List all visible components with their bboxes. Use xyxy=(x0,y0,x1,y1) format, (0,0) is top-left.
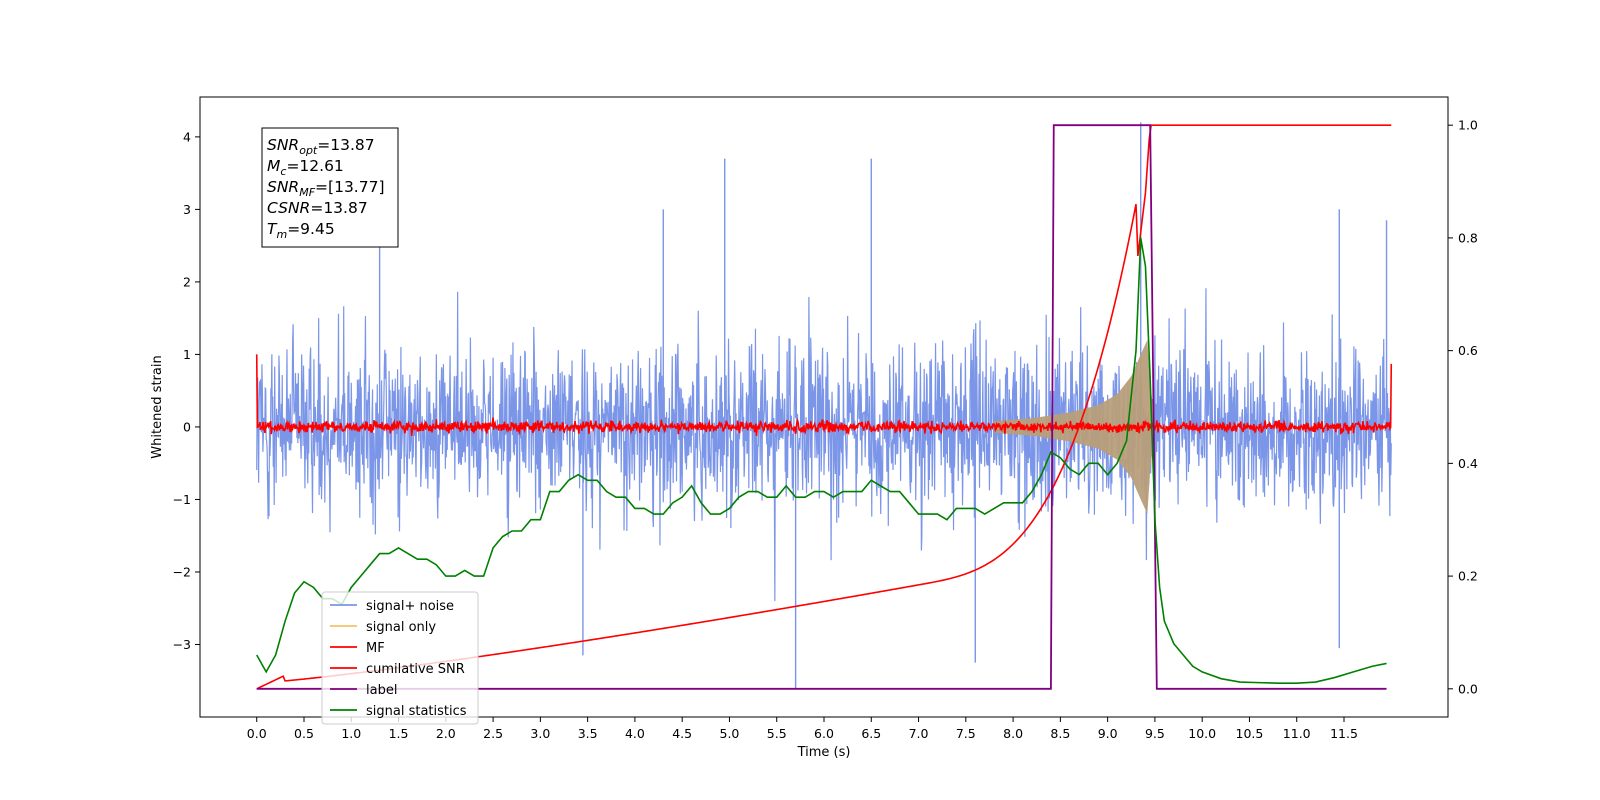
x-tick-label: 11.5 xyxy=(1330,726,1358,741)
y-axis-right: 0.0 0.2 0.4 0.6 0.8 1.0 xyxy=(1448,118,1478,696)
y-right-tick-label: 0.8 xyxy=(1458,230,1478,245)
x-tick-label: 2.0 xyxy=(436,726,456,741)
x-tick-label: 9.5 xyxy=(1145,726,1165,741)
x-tick-label: 1.5 xyxy=(389,726,409,741)
x-tick-label: 4.0 xyxy=(625,726,645,741)
x-tick-label: 8.0 xyxy=(1003,726,1023,741)
x-tick-label: 6.0 xyxy=(814,726,834,741)
legend-frame xyxy=(321,591,479,725)
legend-entry: cumilative SNR xyxy=(366,662,465,677)
info-box: SNRopt=13.87Mc=12.61SNRMF=[13.77]CSNR=13… xyxy=(261,127,399,248)
legend-entry: signal only xyxy=(366,620,436,635)
x-tick-label: 5.5 xyxy=(767,726,787,741)
x-tick-label: 8.5 xyxy=(1050,726,1070,741)
info-box-row: Tm=9.45 xyxy=(267,220,335,241)
legend-entry: signal+ noise xyxy=(366,599,454,614)
x-axis-label: Time (s) xyxy=(797,745,851,760)
y-axis-label: Whitened strain xyxy=(150,355,165,458)
info-box-row: CSNR=13.87 xyxy=(267,199,368,217)
legend-entry: label xyxy=(366,683,397,698)
x-tick-label: 3.5 xyxy=(578,726,598,741)
y-tick-label: 3 xyxy=(183,202,191,217)
x-tick-label: 7.5 xyxy=(956,726,976,741)
series-mf xyxy=(255,354,1393,436)
y-right-tick-label: 0.6 xyxy=(1458,343,1478,358)
x-tick-label: 0.0 xyxy=(247,726,267,741)
y-right-tick-label: 1.0 xyxy=(1458,118,1478,133)
series-signal-noise xyxy=(256,288,1392,601)
x-tick-label: 4.5 xyxy=(672,726,692,741)
x-axis: 0.0 0.5 1.0 1.5 2.0 2.5 3.0 3.5 4.0 4.5 5.0 5.5 6.0 6… xyxy=(247,717,1358,741)
x-tick-label: 9.0 xyxy=(1098,726,1118,741)
y-right-tick-label: 0.0 xyxy=(1458,681,1478,696)
x-tick-label: 1.0 xyxy=(341,726,361,741)
x-tick-label: 11.0 xyxy=(1283,726,1311,741)
y-tick-label: −3 xyxy=(173,637,191,652)
x-tick-label: 10.5 xyxy=(1236,726,1264,741)
legend: signal+ noise signal only MF cumilative SNR… xyxy=(321,591,479,725)
y-tick-label: 2 xyxy=(183,274,191,289)
y-tick-label: 1 xyxy=(183,347,191,362)
x-tick-label: 0.5 xyxy=(294,726,314,741)
info-box-row: SNRMF=[13.77] xyxy=(267,178,385,199)
info-box-row: SNRopt=13.87 xyxy=(267,136,375,157)
y-right-tick-label: 0.2 xyxy=(1458,569,1478,584)
y-axis-left: −3 −2 −1 0 1 2 3 4 xyxy=(173,129,200,652)
x-tick-label: 2.5 xyxy=(483,726,503,741)
y-tick-label: 0 xyxy=(183,419,191,434)
x-tick-label: 3.0 xyxy=(530,726,550,741)
info-box-frame xyxy=(261,127,399,248)
series-label xyxy=(256,124,1387,690)
y-right-tick-label: 0.4 xyxy=(1458,456,1478,471)
x-tick-label: 5.0 xyxy=(720,726,740,741)
y-tick-label: −2 xyxy=(173,564,191,579)
y-tick-label: −1 xyxy=(173,492,191,507)
x-tick-label: 10.0 xyxy=(1188,726,1216,741)
x-tick-label: 7.0 xyxy=(909,726,929,741)
y-tick-label: 4 xyxy=(183,129,191,144)
info-box-row: Mc=12.61 xyxy=(267,157,344,178)
legend-entry: MF xyxy=(366,641,385,656)
series-signal-statistics xyxy=(256,237,1387,684)
legend-entry: signal statistics xyxy=(366,704,467,719)
x-tick-label: 6.5 xyxy=(861,726,881,741)
